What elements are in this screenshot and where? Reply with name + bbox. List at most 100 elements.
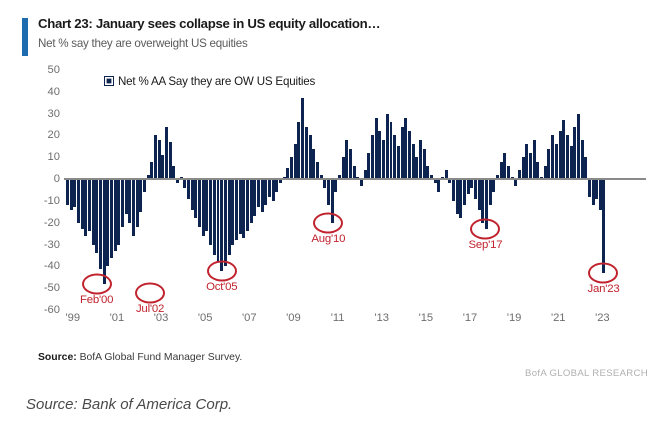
bar [183,179,187,188]
brand-mark: BofA GLOBAL RESEARCH [525,368,648,379]
bar [477,179,481,210]
annotation-label: Jul'02 [135,302,165,315]
bar [157,139,161,180]
y-tick-label: 0 [53,173,60,186]
x-tick-label: '21 [550,312,566,324]
bar [201,179,205,236]
x-tick-label: '01 [109,312,125,324]
bar [253,179,257,217]
legend-label: Net % AA Say they are OW US Equities [118,74,316,88]
bar [337,174,341,180]
bar [415,157,419,180]
bar [429,174,433,180]
bar [400,126,404,180]
bar [437,179,441,193]
bar [584,157,588,180]
bar [466,179,470,195]
image-caption: Source: Bank of America Corp. [26,396,233,413]
bar [507,166,511,180]
bar [120,179,124,228]
bar [510,176,514,180]
bar [80,179,84,230]
source-prefix: Source: [38,352,77,363]
bar [98,179,102,269]
chart-header: Chart 23: January sees collapse in US eq… [22,16,652,58]
zero-line-extension [609,70,646,310]
bar [588,179,592,197]
chart-card: Chart 23: January sees collapse in US eq… [0,16,672,379]
bar [363,170,367,180]
bar [499,161,503,180]
bar [451,179,455,201]
bar [404,118,408,180]
bar [139,179,143,212]
bar [190,179,194,210]
bar [573,126,577,180]
bar [543,166,547,180]
bar [448,179,452,184]
bar [279,179,283,184]
bar [595,179,599,199]
bar [514,179,518,186]
bar [558,131,562,180]
bar [440,176,444,180]
legend-swatch-icon [104,76,114,86]
bar [359,179,363,186]
x-tick-label: '11 [330,312,345,324]
bar [69,179,73,210]
x-tick-label: '17 [462,312,478,324]
bar [444,170,448,180]
x-tick-label: '07 [242,312,257,324]
bar [154,135,158,180]
bar [562,120,566,180]
bar [580,139,584,180]
bar [525,144,529,180]
bar [488,179,492,206]
bar [304,126,308,180]
bar [334,179,338,193]
bar [231,179,235,245]
bar [128,179,132,223]
page-title: Chart 23: January sees collapse in US eq… [38,16,381,31]
bar [532,139,536,180]
bar [521,157,525,180]
bar [95,179,99,254]
source-text: BofA Global Fund Manager Survey. [79,352,243,363]
bar [356,176,360,180]
bar [264,179,268,206]
bar [577,113,581,180]
y-axis-ticks: 50 40 30 20 10 0 -10 -20 -30 -40 -50 -60 [22,64,60,316]
bar [124,179,128,214]
bar [330,179,334,223]
bar [426,166,430,180]
bar [389,122,393,180]
chart-legend: Net % AA Say they are OW US Equities [104,74,315,88]
bar [301,98,305,180]
bar [601,179,605,273]
x-tick-label: '99 [65,312,81,324]
bar [378,131,382,180]
bar [536,161,540,180]
bar [393,135,396,180]
bar [238,179,242,234]
plot-area: 50 40 30 20 10 0 -10 -20 -30 -40 -50 -60 Feb'00 Jul'… [0,62,672,322]
bar [370,135,374,180]
bar [113,179,117,252]
bar [591,179,595,206]
bar [315,161,319,180]
bar [161,155,165,180]
x-tick-label: '13 [374,312,390,324]
y-tick-label: -30 [43,238,60,251]
bar [209,179,213,245]
bar [109,179,113,258]
bar [297,122,301,180]
bar [227,179,231,256]
x-tick-label: '03 [153,312,169,324]
bar [235,179,239,241]
bar [268,179,272,197]
x-tick-label: '15 [418,312,434,324]
bar [91,179,95,245]
bar [275,179,279,193]
bar [290,157,294,180]
bar [385,113,389,180]
